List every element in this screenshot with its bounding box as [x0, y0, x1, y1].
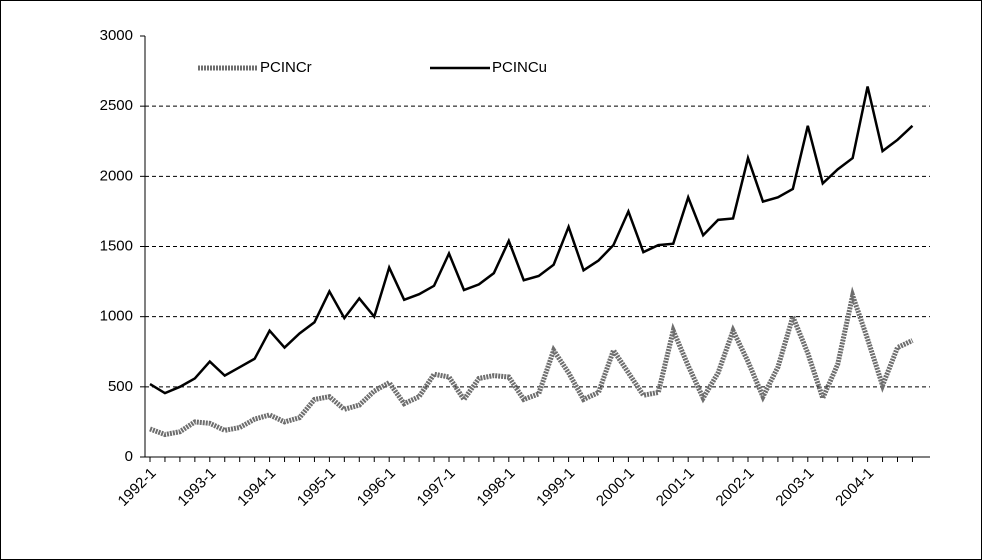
series-line: [149, 286, 914, 438]
series-line: [149, 86, 914, 395]
y-tick-label: 2500: [100, 97, 133, 114]
legend-label: PCINCr: [260, 59, 312, 76]
legend-label: PCINCu: [492, 59, 547, 76]
y-tick-label: 1500: [100, 237, 133, 254]
y-tick-label: 0: [125, 448, 133, 465]
y-tick-label: 3000: [100, 27, 133, 44]
y-tick-label: 2000: [100, 167, 133, 184]
y-tick-label: 1000: [100, 308, 133, 325]
y-tick-label: 500: [108, 378, 133, 395]
